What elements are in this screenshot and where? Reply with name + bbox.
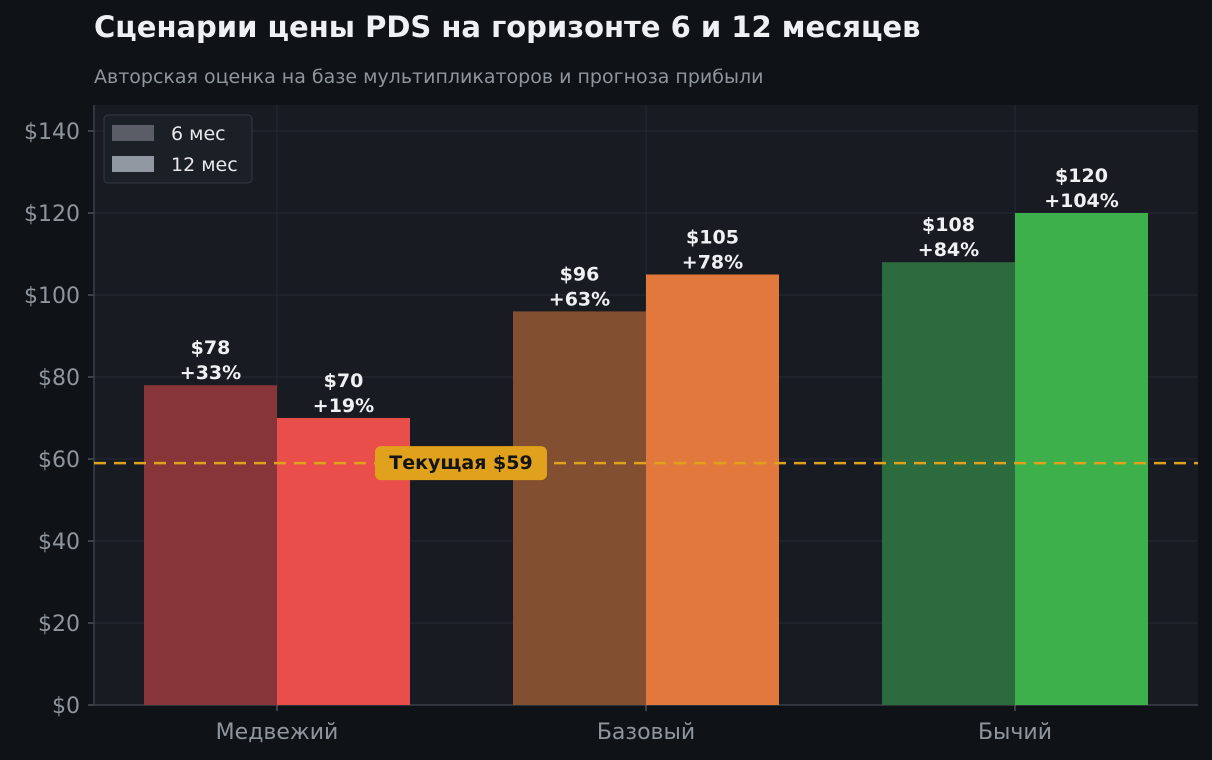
bar-change-label: +63% [549, 288, 610, 310]
bar-value-label: $70 [324, 370, 364, 392]
bar-value-label: $108 [922, 214, 975, 236]
bar-change-label: +84% [918, 239, 979, 261]
y-tick-label: $20 [38, 612, 80, 637]
current-price-badge [375, 446, 547, 481]
bar-6m [882, 262, 1015, 705]
bar-value-label: $120 [1055, 165, 1108, 187]
y-axis-ticks: $0 $20 $40 $60 $80 $100 $120 $140 [24, 105, 1198, 719]
bar-12m [646, 274, 779, 705]
legend-swatch-6m [112, 125, 154, 141]
bar-value-label: $105 [686, 227, 739, 249]
bar-value-label: $78 [191, 337, 231, 359]
data-labels: $78 +33% $96 +63% $108 +84% $70 +19% $105 +78% $12… [180, 165, 1119, 417]
bar-change-label: +19% [313, 395, 374, 417]
reference-line-group: Текущая $59 [94, 446, 1198, 481]
y-tick-label: $0 [52, 694, 80, 719]
bar-6m [144, 385, 277, 705]
y-tick-label: $140 [24, 120, 80, 145]
y-tick-label: $60 [38, 448, 80, 473]
current-price-label: Текущая $59 [389, 452, 532, 474]
bar-12m [1015, 213, 1148, 705]
bar-value-label: $96 [560, 263, 600, 285]
bar-6m [513, 311, 646, 705]
category-label: Бычий [978, 720, 1052, 745]
x-axis-categories: Медвежий Базовый Бычий [216, 705, 1052, 745]
category-label: Базовый [597, 720, 695, 745]
bar-change-label: +33% [180, 362, 241, 384]
y-tick-label: $120 [24, 202, 80, 227]
chart-title: Сценарии цены PDS на горизонте 6 и 12 ме… [94, 10, 921, 44]
legend: 6 мес 12 мес [103, 114, 253, 184]
bar-change-label: +104% [1044, 190, 1119, 212]
bars [144, 213, 1148, 705]
y-tick-label: $80 [38, 366, 80, 391]
y-tick-label: $40 [38, 530, 80, 555]
bar-change-label: +78% [682, 252, 743, 274]
chart-subtitle: Авторская оценка на базе мультипликаторо… [94, 66, 764, 88]
legend-label-6m: 6 мес [171, 123, 226, 145]
category-label: Медвежий [216, 720, 339, 745]
legend-swatch-12m [112, 156, 154, 172]
y-tick-label: $100 [24, 284, 80, 309]
legend-label-12m: 12 мес [171, 154, 238, 176]
